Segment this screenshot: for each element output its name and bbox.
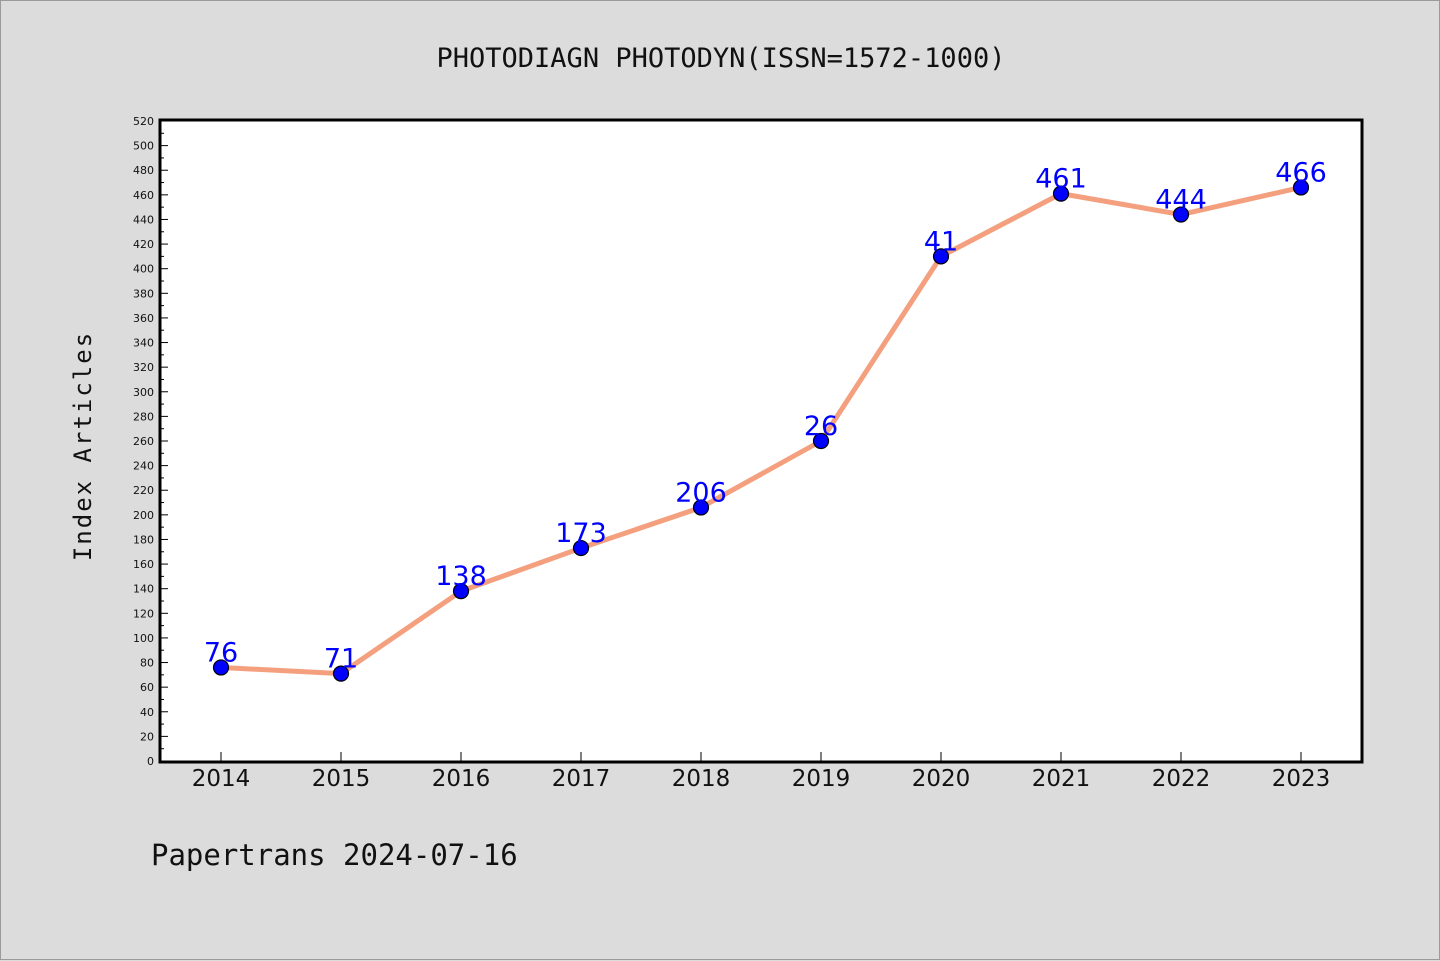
y-tick-label: 240 [133,460,154,473]
data-label: 26 [804,411,838,442]
y-tick-label: 180 [133,533,154,546]
y-axis-label: Index Articles [69,331,97,561]
x-tick-label: 2021 [1032,766,1091,792]
y-tick-label: 80 [140,657,154,670]
data-label: 206 [675,477,727,508]
data-point [1052,185,1070,202]
data-label: 173 [555,518,607,549]
data-point [1172,206,1190,223]
data-point [932,248,950,265]
y-tick-label: 420 [133,238,154,251]
y-tick-label: 160 [133,558,154,571]
data-label: 466 [1275,157,1327,188]
data-label: 71 [324,644,358,675]
y-tick-label: 360 [133,312,154,325]
data-point [212,659,230,676]
data-point [1292,179,1310,196]
y-tick-label: 140 [133,583,154,596]
y-tick-label: 260 [133,435,154,448]
y-tick-label: 340 [133,337,154,350]
x-tick-label: 2016 [432,766,491,792]
data-label: 41 [924,226,958,257]
y-axis-ticks: 0 20 40 60 80 100 120 140 160 180 200 220 240 260 280 3… [133,115,168,768]
data-point [332,665,350,682]
data-label: 461 [1035,164,1087,195]
series-line [220,185,1302,677]
data-label: 138 [435,561,487,592]
data-label: 76 [204,637,238,668]
y-tick-label: 320 [133,361,154,374]
y-tick-label: 100 [133,632,154,645]
y-tick-label: 60 [140,681,154,694]
y-tick-label: 20 [140,730,154,743]
chart-title: PHOTODIAGN PHOTODYN(ISSN=1572-1000) [437,43,1006,74]
data-point [572,539,590,557]
footer-text: Papertrans 2024-07-16 [151,838,518,872]
x-axis-ticks: 2014 2015 2016 2017 2018 2019 2020 2021 2022 2023 [192,752,1331,792]
x-tick-label: 2019 [792,766,851,792]
x-tick-label: 2014 [192,766,251,792]
y-tick-label: 520 [133,115,154,128]
x-tick-label: 2020 [912,766,971,792]
x-tick-label: 2015 [312,766,371,792]
y-tick-label: 480 [133,164,154,177]
y-tick-label: 460 [133,189,154,202]
y-tick-label: 120 [133,607,154,620]
y-tick-label: 380 [133,287,154,300]
x-tick-label: 2018 [672,766,731,792]
y-tick-label: 0 [147,755,154,768]
y-tick-label: 440 [133,213,154,226]
x-tick-label: 2023 [1272,766,1331,792]
data-point [812,432,830,450]
y-tick-label: 220 [133,484,154,497]
series-group: 76 71 138 173 206 26 41 461 444 466 [204,157,1327,682]
data-label: 444 [1155,185,1207,216]
y-tick-label: 300 [133,386,154,399]
y-tick-label: 400 [133,263,154,276]
plot-area [158,118,1364,764]
x-tick-label: 2017 [552,766,611,792]
data-point [452,583,470,600]
y-tick-label: 40 [140,706,154,719]
y-tick-label: 200 [133,509,154,522]
data-point [692,499,710,516]
y-tick-label: 280 [133,410,154,423]
y-tick-label: 500 [133,140,154,153]
x-tick-label: 2022 [1152,766,1211,792]
